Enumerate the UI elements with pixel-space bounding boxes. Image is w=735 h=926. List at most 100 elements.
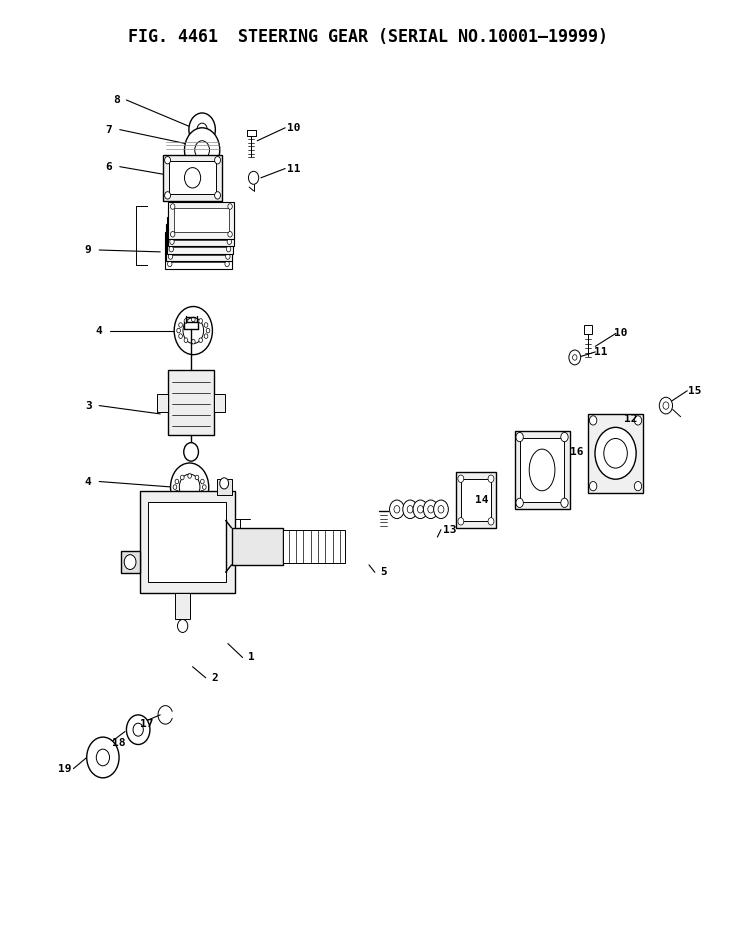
- Circle shape: [561, 498, 568, 507]
- Circle shape: [423, 500, 438, 519]
- Text: 4: 4: [85, 477, 92, 486]
- Bar: [520, 438, 564, 502]
- Circle shape: [196, 494, 198, 499]
- Circle shape: [175, 480, 179, 483]
- Circle shape: [204, 322, 208, 327]
- Circle shape: [171, 232, 175, 237]
- Circle shape: [227, 211, 232, 217]
- Circle shape: [184, 443, 198, 461]
- Circle shape: [184, 128, 220, 172]
- Bar: [173, 216, 228, 240]
- Circle shape: [126, 715, 150, 745]
- Bar: [166, 224, 232, 261]
- Circle shape: [171, 204, 175, 209]
- Circle shape: [175, 491, 179, 494]
- Circle shape: [438, 506, 444, 513]
- Bar: [165, 232, 232, 269]
- Circle shape: [165, 156, 171, 164]
- Circle shape: [179, 333, 182, 339]
- Circle shape: [561, 432, 568, 442]
- Bar: [235, 531, 251, 553]
- Text: 7: 7: [105, 125, 112, 134]
- Circle shape: [573, 355, 577, 360]
- Circle shape: [196, 475, 198, 480]
- Circle shape: [390, 500, 404, 519]
- Circle shape: [225, 233, 229, 239]
- Circle shape: [179, 474, 200, 500]
- Circle shape: [516, 498, 523, 507]
- Text: 15: 15: [688, 386, 701, 395]
- Circle shape: [170, 239, 174, 244]
- Circle shape: [248, 171, 259, 184]
- Circle shape: [204, 333, 208, 339]
- Circle shape: [183, 318, 204, 344]
- Text: 6: 6: [105, 162, 112, 171]
- Circle shape: [184, 319, 188, 323]
- Bar: [140, 491, 235, 593]
- Circle shape: [228, 204, 232, 209]
- Circle shape: [434, 500, 448, 519]
- Circle shape: [168, 254, 173, 259]
- Circle shape: [417, 506, 423, 513]
- Circle shape: [176, 328, 181, 333]
- Circle shape: [87, 737, 119, 778]
- Text: 8: 8: [112, 95, 120, 105]
- Circle shape: [226, 246, 231, 252]
- Circle shape: [604, 438, 627, 468]
- Text: 11: 11: [595, 347, 608, 357]
- Circle shape: [215, 156, 220, 164]
- Circle shape: [215, 192, 220, 199]
- Circle shape: [169, 246, 173, 252]
- Circle shape: [458, 518, 464, 525]
- Bar: [168, 370, 214, 435]
- Bar: [167, 217, 233, 254]
- Text: 14: 14: [475, 495, 488, 505]
- Circle shape: [226, 226, 230, 232]
- Circle shape: [96, 749, 110, 766]
- Circle shape: [595, 427, 637, 479]
- Bar: [232, 528, 283, 565]
- Circle shape: [488, 475, 494, 482]
- Circle shape: [191, 317, 196, 322]
- Bar: [168, 209, 234, 246]
- Circle shape: [206, 328, 210, 333]
- Circle shape: [394, 506, 400, 513]
- Circle shape: [225, 261, 229, 267]
- Circle shape: [178, 619, 188, 632]
- Circle shape: [187, 473, 191, 478]
- Circle shape: [179, 322, 182, 327]
- Bar: [283, 530, 345, 563]
- Text: 3: 3: [85, 401, 92, 410]
- Text: 1: 1: [248, 653, 255, 662]
- Circle shape: [663, 402, 669, 409]
- Bar: [588, 414, 643, 493]
- Circle shape: [407, 506, 413, 513]
- Circle shape: [191, 339, 196, 344]
- Circle shape: [133, 723, 143, 736]
- Circle shape: [180, 475, 184, 480]
- Circle shape: [189, 113, 215, 146]
- Bar: [217, 479, 232, 495]
- Text: 11: 11: [287, 164, 301, 173]
- Text: 19: 19: [58, 764, 71, 773]
- Bar: [121, 551, 140, 573]
- Circle shape: [169, 219, 173, 224]
- Text: 2: 2: [211, 673, 218, 682]
- Bar: [214, 394, 225, 412]
- Circle shape: [187, 496, 191, 501]
- Circle shape: [202, 485, 206, 489]
- Circle shape: [488, 518, 494, 525]
- Circle shape: [634, 416, 642, 425]
- Circle shape: [634, 482, 642, 491]
- Text: 18: 18: [112, 738, 126, 747]
- Circle shape: [198, 319, 202, 323]
- Circle shape: [171, 463, 209, 511]
- Bar: [175, 593, 190, 619]
- Bar: [168, 202, 234, 239]
- Text: 10: 10: [287, 123, 301, 132]
- Bar: [174, 208, 229, 232]
- Circle shape: [226, 219, 231, 224]
- Circle shape: [228, 232, 232, 237]
- Circle shape: [220, 478, 229, 489]
- Circle shape: [184, 338, 188, 343]
